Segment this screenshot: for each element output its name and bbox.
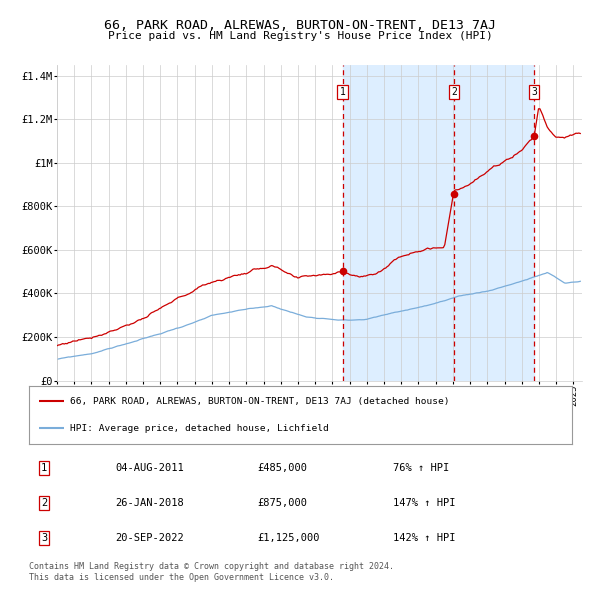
Text: HPI: Average price, detached house, Lichfield: HPI: Average price, detached house, Lich… — [70, 424, 328, 432]
Text: £875,000: £875,000 — [257, 498, 307, 508]
Text: 147% ↑ HPI: 147% ↑ HPI — [392, 498, 455, 508]
Text: £485,000: £485,000 — [257, 463, 307, 473]
Text: This data is licensed under the Open Government Licence v3.0.: This data is licensed under the Open Gov… — [29, 573, 334, 582]
Text: 76% ↑ HPI: 76% ↑ HPI — [392, 463, 449, 473]
Text: £1,125,000: £1,125,000 — [257, 533, 319, 543]
Text: 1: 1 — [41, 463, 47, 473]
Text: 04-AUG-2011: 04-AUG-2011 — [116, 463, 184, 473]
Bar — [343, 65, 534, 381]
Text: 2: 2 — [41, 498, 47, 508]
Text: 2: 2 — [451, 87, 457, 97]
Text: 26-JAN-2018: 26-JAN-2018 — [116, 498, 184, 508]
Text: 66, PARK ROAD, ALREWAS, BURTON-ON-TRENT, DE13 7AJ: 66, PARK ROAD, ALREWAS, BURTON-ON-TRENT,… — [104, 19, 496, 32]
Text: 3: 3 — [531, 87, 537, 97]
Text: Contains HM Land Registry data © Crown copyright and database right 2024.: Contains HM Land Registry data © Crown c… — [29, 562, 394, 571]
Text: 20-SEP-2022: 20-SEP-2022 — [116, 533, 184, 543]
Text: 3: 3 — [41, 533, 47, 543]
Text: Price paid vs. HM Land Registry's House Price Index (HPI): Price paid vs. HM Land Registry's House … — [107, 31, 493, 41]
Text: 1: 1 — [340, 87, 346, 97]
Text: 142% ↑ HPI: 142% ↑ HPI — [392, 533, 455, 543]
Text: 66, PARK ROAD, ALREWAS, BURTON-ON-TRENT, DE13 7AJ (detached house): 66, PARK ROAD, ALREWAS, BURTON-ON-TRENT,… — [70, 397, 449, 406]
